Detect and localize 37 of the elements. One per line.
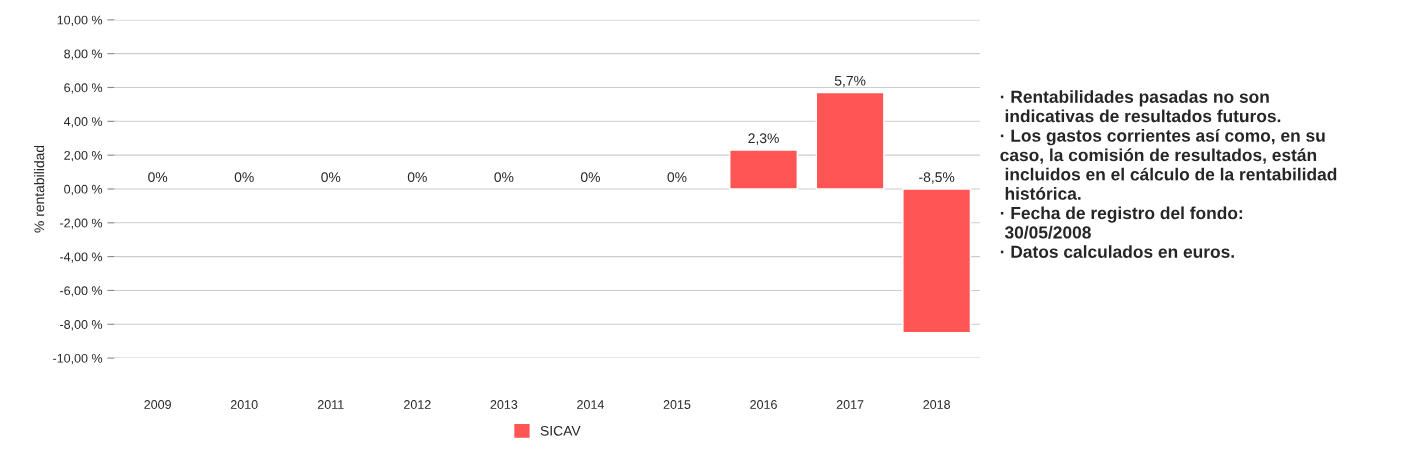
data-label: 0% [148,172,168,183]
text: · Rentabilidades pasadas no son indicativas de resultados futuros. · Los gastos corrientes así como, en su caso, la comisión de resultados, están incluidos en el cálculo de la rentabilidad histórica. · Fecha de registro del fondo: 30/05/2008 · Datos calculados en euros. [1000,90,1337,258]
legend-label: SICAV [540,425,581,436]
y-tick-label: -2,00 % [60,218,103,229]
data-label: 0% [667,172,687,183]
x-tick-label: 2009 [144,400,171,409]
y-axis-title: % rentabilidad [34,145,45,233]
y-tick-label: -4,00 % [60,252,103,263]
x-tick-label: 2012 [404,400,431,409]
y-tick-label: 2,00 % [64,150,103,162]
y-tick-label: 6,00 % [64,83,103,94]
x-tick-label: 2016 [750,400,777,409]
data-label: 0% [580,172,600,183]
y-tick-label: 4,00 % [63,117,103,128]
x-tick-label: 2010 [230,400,258,409]
y-tick-label: 0,00 % [64,184,103,196]
y-tick-label: 10,00 % [57,15,103,26]
bar [815,91,885,190]
y-tick-label: -10,00 % [53,353,103,365]
x-tick-label: 2017 [836,400,864,409]
bar [729,149,798,190]
data-label: 0% [321,172,341,183]
y-tick-label: -6,00 % [60,286,103,297]
data-label: -8,5% [919,172,955,184]
data-label: 2,3% [748,133,779,145]
x-tick-label: 2018 [923,400,951,409]
data-label: 0% [407,172,427,183]
x-tick-label: 2015 [663,400,691,409]
x-tick-label: 2011 [317,400,344,409]
data-label: 0% [234,172,254,183]
x-tick-label: 2014 [577,400,604,409]
data-label: 5,7% [834,75,866,88]
y-tick-label: 8,00 % [64,49,103,60]
data-label: 0% [494,172,514,183]
bar [902,188,972,334]
x-tick-label: 2013 [490,400,518,409]
y-tick-label: -8,00 % [60,320,103,331]
